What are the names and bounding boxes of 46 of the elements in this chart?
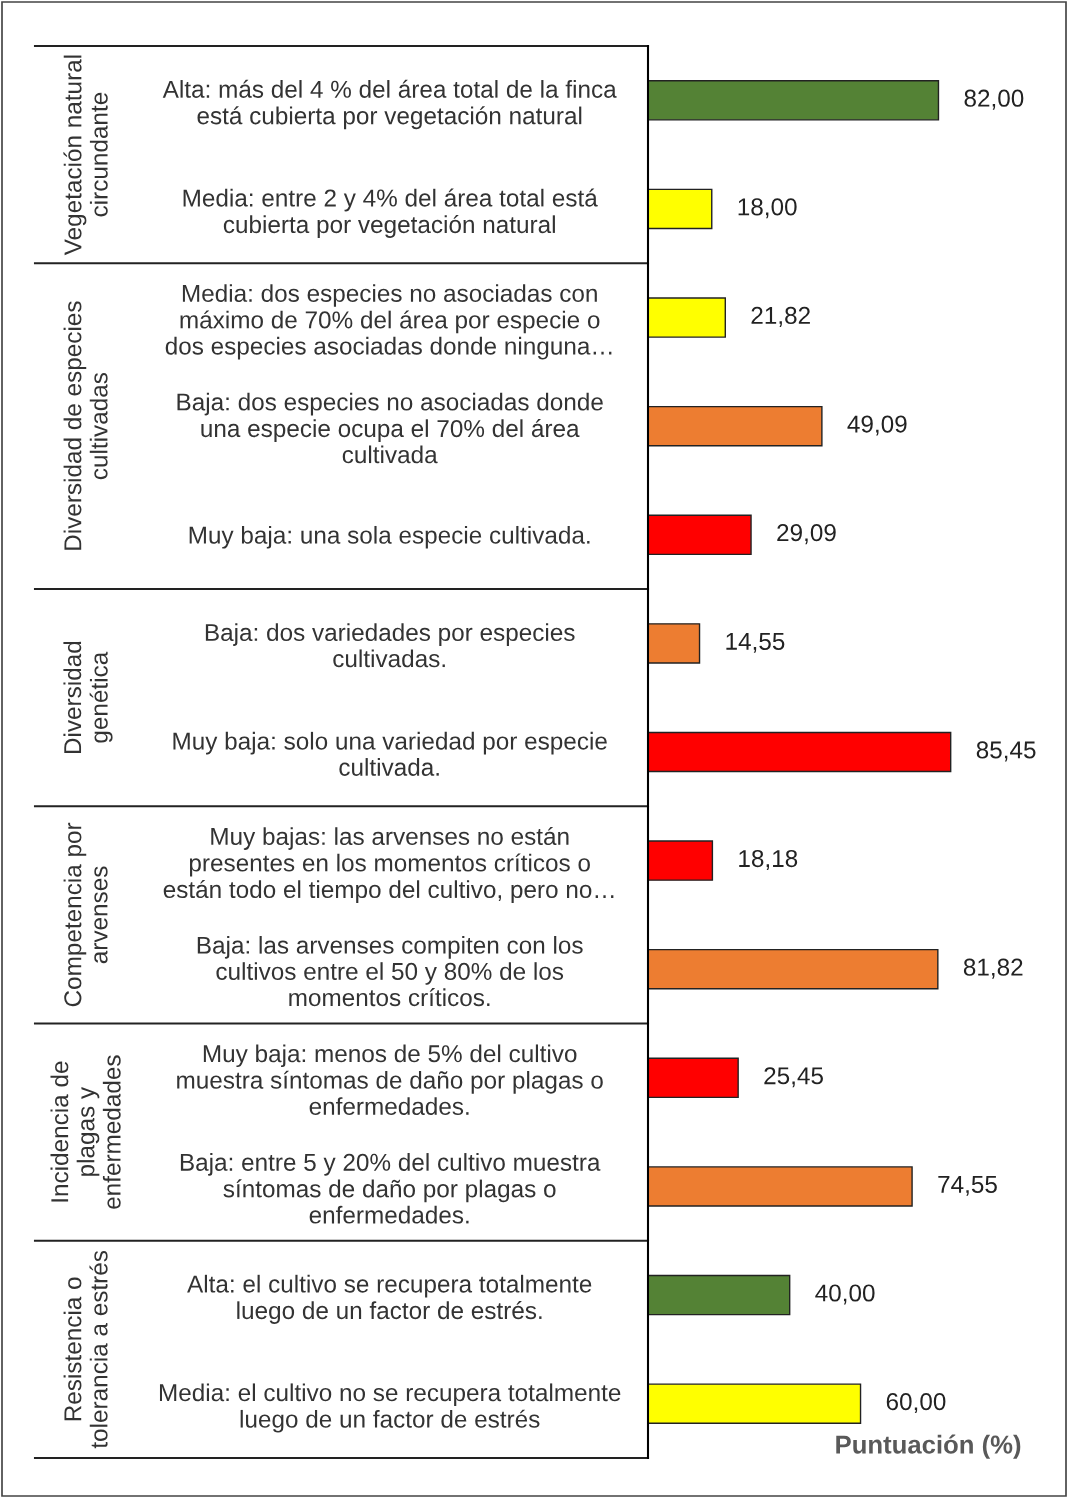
data-label: 25,45 — [764, 1067, 823, 1088]
bar — [648, 297, 726, 338]
data-label: 49,09 — [847, 415, 907, 436]
bar — [648, 1383, 862, 1424]
bar — [648, 840, 714, 881]
data-label: 40,00 — [815, 1284, 875, 1305]
text: Diversidad genética — [63, 641, 113, 754]
bar — [648, 1274, 791, 1316]
bar — [648, 514, 752, 556]
text: Vegetación natural circundante — [63, 55, 108, 256]
y-tick-label: Baja: entre 5 y 20% del cultivo muestra síntomas de daño por plagas o enfermedades. — [180, 1153, 601, 1224]
y-tick-label: Media: entre 2 y 4% del área total está cubierta por vegetación natural — [183, 188, 598, 238]
data-label: 74,55 — [938, 1176, 997, 1196]
y-tick-label: Baja: dos variedades por especies cultivadas. — [205, 623, 575, 668]
y-tick-label: Media: el cultivo no se recupera totalmente luego de un factor de estrés — [159, 1383, 621, 1433]
y-tick-label: Media: dos especies no asociadas con máximo de 70% del área por especie o dos especies asociadas donde ninguna… — [165, 284, 612, 360]
data-label: 85,45 — [976, 741, 1036, 762]
bar — [648, 731, 952, 773]
bar — [648, 1057, 739, 1099]
bar — [648, 948, 939, 990]
bar — [648, 80, 940, 121]
text: Resistencia o tolerancia a estrés — [63, 1250, 108, 1449]
y-tick-label: Muy bajas: las arvenses no están presentes en los momentos críticos o están todo el tiempo del cultivo, pero no… — [163, 826, 614, 903]
text: Incidencia de plagas y enfermedades — [50, 1055, 121, 1209]
text: Competencia por arvenses — [63, 822, 108, 1007]
data-label: 21,82 — [751, 306, 810, 327]
y-tick-label: Muy baja: menos de 5% del cultivo muestra síntomas de daño por plagas o enfermedades. — [177, 1044, 603, 1115]
y-tick-label: Muy baja: una sola especie cultivada. — [189, 525, 590, 549]
y-tick-label: Alta: el cultivo se recupera totalmente luego de un factor de estrés. — [187, 1274, 592, 1324]
data-label: 18,00 — [738, 198, 797, 219]
bar — [648, 1166, 913, 1207]
bar — [648, 405, 823, 447]
y-tick-label: Baja: las arvenses compiten con los cultivos entre el 50 y 80% de los momentos críticos. — [197, 936, 583, 1007]
text: Diversidad de especies cultivadas — [63, 301, 108, 550]
data-label: 82,00 — [964, 89, 1024, 110]
bar — [648, 188, 713, 230]
bar — [648, 623, 701, 664]
data-label: 81,82 — [963, 958, 1023, 979]
x-axis-title: Puntuación (%) — [836, 1434, 1021, 1459]
data-label: 18,18 — [739, 849, 798, 871]
data-label: 29,09 — [777, 524, 836, 545]
y-tick-label: Alta: más del 4 % del área total de la finca está cubierta por vegetación natural — [162, 79, 617, 130]
y-tick-label: Baja: dos especies no asociadas donde una especie ocupa el 70% del área cultivada — [177, 392, 603, 464]
y-tick-label: Muy baja: solo una variedad por especie cultivada. — [173, 731, 607, 776]
data-label: 60,00 — [886, 1393, 946, 1414]
data-label: 14,55 — [726, 632, 785, 653]
